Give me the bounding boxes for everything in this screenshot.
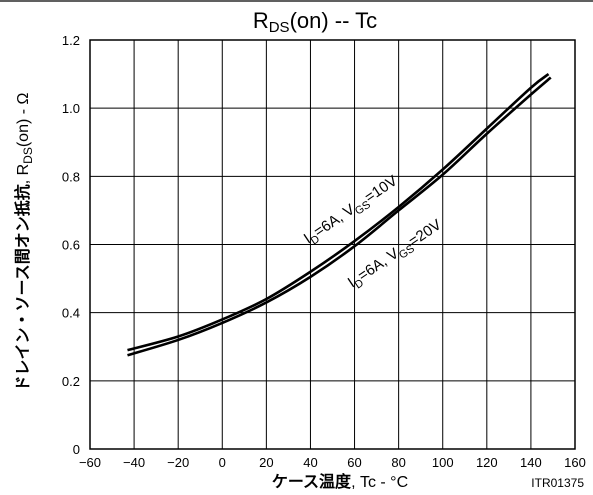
y-tick-label: 0.8 <box>62 169 80 184</box>
x-tick-label: 100 <box>432 455 454 470</box>
x-tick-label: 60 <box>347 455 361 470</box>
series-layer <box>127 73 552 357</box>
series-label-vgs20: ID=6A, VGS=20V <box>345 216 446 293</box>
y-tick-label: 1.0 <box>62 101 80 116</box>
series-label-vgs10: ID=6A, VGS=10V <box>301 172 402 249</box>
x-tick-label: 20 <box>259 455 273 470</box>
grid-layer <box>89 39 576 450</box>
x-tick-label: 120 <box>476 455 498 470</box>
chart-title: RDS(on) -- Tc <box>253 8 377 36</box>
x-tick-label: −20 <box>167 455 189 470</box>
x-tick-label: −60 <box>79 455 101 470</box>
x-tick-label: 160 <box>564 455 586 470</box>
series-line-vgs10 <box>127 73 550 352</box>
figure-code: ITR01375 <box>531 476 584 490</box>
x-tick-label: −40 <box>123 455 145 470</box>
y-tick-label: 0.6 <box>62 238 80 253</box>
x-axis-label: ケース温度, Tc - °C <box>272 472 408 491</box>
x-tick-label: 140 <box>520 455 542 470</box>
plot-frame <box>89 39 576 450</box>
x-tick-label: 0 <box>219 455 226 470</box>
y-tick-label: 1.2 <box>62 33 80 48</box>
y-tick-label: 0.4 <box>62 306 80 321</box>
y-tick-label: 0.2 <box>62 374 80 389</box>
tick-labels: −60 −40 −20 0 20 40 60 80 100 120 140 160 0 0.2 0.4 0.6… <box>62 33 586 470</box>
x-tick-label: 40 <box>303 455 317 470</box>
series-line-vgs20 <box>127 76 552 357</box>
y-tick-label: 0 <box>73 442 80 457</box>
y-axis-label: ドレイン・ソース間オン抵抗, RDS(on) - Ω <box>13 92 35 391</box>
x-tick-label: 80 <box>391 455 405 470</box>
